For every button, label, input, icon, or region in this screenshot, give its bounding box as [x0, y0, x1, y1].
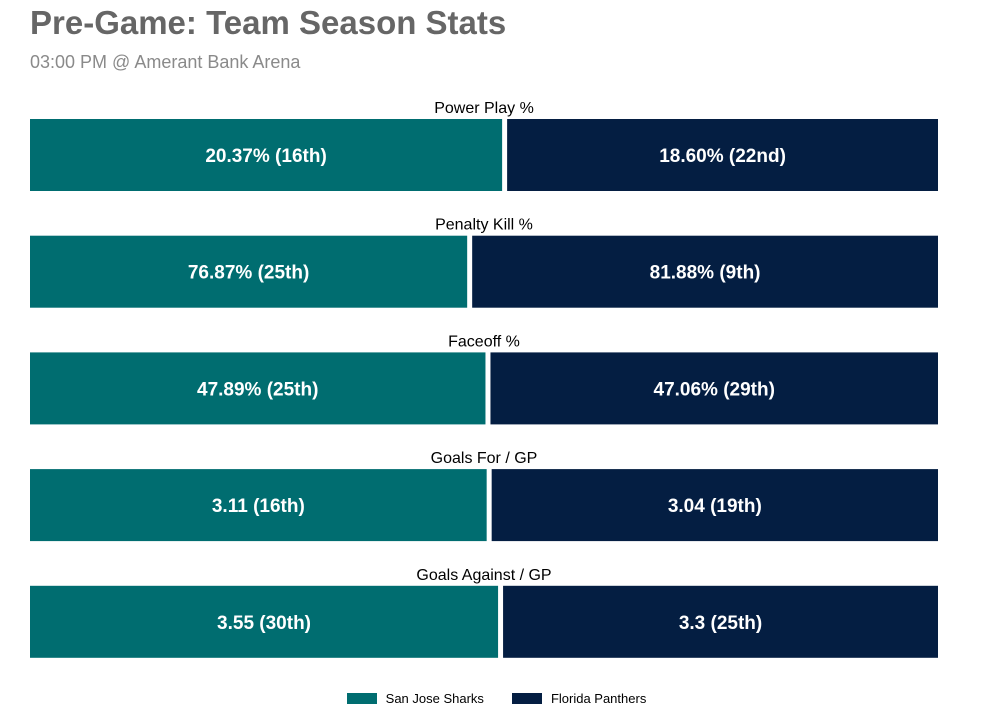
- category-label: Penalty Kill %: [435, 217, 533, 234]
- data-label-team2: 81.88% (9th): [650, 263, 761, 284]
- data-label-team2: 3.3 (25th): [679, 613, 762, 634]
- bar-team2: [490, 352, 938, 425]
- data-label-team2: 3.04 (19th): [668, 496, 762, 517]
- bar-team2: [491, 469, 938, 542]
- bar-team1: [30, 119, 503, 191]
- legend-label-team2: Florida Panthers: [550, 691, 647, 706]
- legend-item-team2: Florida Panthers: [511, 691, 647, 706]
- data-label-team1: 20.37% (16th): [205, 146, 326, 167]
- bar-team1: [30, 352, 486, 425]
- data-label-team1: 76.87% (25th): [188, 263, 309, 284]
- bar-team2: [472, 235, 938, 308]
- bar-team2: [507, 119, 938, 191]
- stats-bar-chart: Power Play % 20.37% (16th) 18.60% (22nd) Pe…: [30, 100, 938, 658]
- legend-swatch-team1: [346, 693, 377, 704]
- data-label-team2: 18.60% (22nd): [659, 146, 786, 167]
- chart-title: Pre-Game: Team Season Stats: [30, 4, 507, 41]
- category-label: Faceoff %: [448, 333, 520, 350]
- data-label-team1: 3.11 (16th): [212, 496, 305, 517]
- legend-item-team1: San Jose Sharks: [346, 691, 484, 706]
- chart-legend: San Jose Sharks Florida Panthers: [0, 691, 993, 706]
- category-label: Power Play %: [434, 100, 534, 117]
- chart-subtitle: 03:00 PM @ Amerant Bank Arena: [30, 52, 301, 72]
- data-label-team1: 3.55 (30th): [217, 613, 311, 634]
- legend-label-team1: San Jose Sharks: [385, 691, 484, 706]
- data-label-team1: 47.89% (25th): [197, 379, 318, 400]
- category-label: Goals Against / GP: [416, 567, 551, 584]
- category-label: Goals For / GP: [431, 450, 538, 467]
- bar-team1: [30, 585, 499, 658]
- bar-team1: [30, 469, 487, 542]
- data-label-team2: 47.06% (29th): [654, 379, 775, 400]
- bar-team1: [30, 235, 468, 308]
- legend-swatch-team2: [511, 693, 542, 704]
- bar-team2: [503, 585, 938, 658]
